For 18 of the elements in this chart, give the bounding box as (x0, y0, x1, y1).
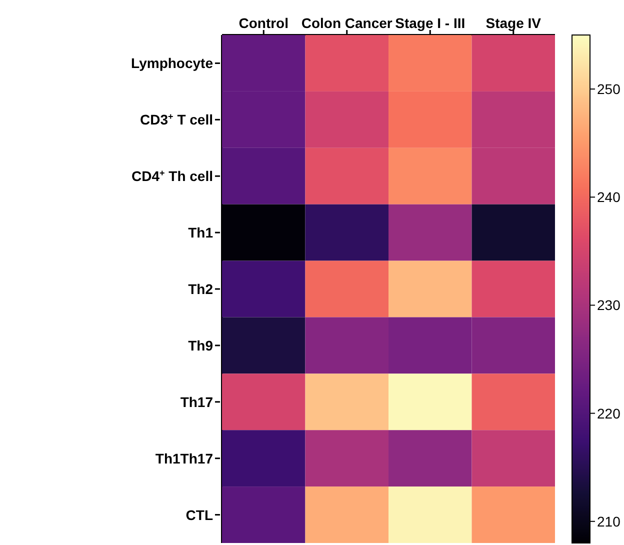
x-tick-label: Colon Cancer (301, 15, 393, 31)
y-tick-label: Th17 (180, 394, 214, 410)
y-tick-label: CD4$^{+}$ Th cell (131, 168, 213, 184)
color-bar-label: 230 (597, 297, 621, 314)
y-tick-label: Lymphocyte (131, 55, 214, 72)
color-bar-label: 240 (597, 189, 621, 206)
color-bar-label: 250 (597, 81, 621, 98)
y-tick-label: Th1Th17 (155, 450, 214, 466)
x-tick-label: Stage IV (486, 15, 542, 31)
y-tick-label: CD3$^{+}$ T cell (140, 112, 213, 128)
y-tick-label: CTL (186, 506, 214, 523)
y-tick-label: Th2 (188, 281, 214, 297)
color-bar-label: 220 (597, 405, 621, 422)
x-tick-label: Stage I - III (395, 15, 466, 31)
y-tick-label: Th9 (188, 337, 214, 354)
x-tick-label: Control (238, 15, 289, 31)
color-bar-label: 210 (597, 513, 621, 530)
y-tick-label: Th1 (188, 224, 214, 241)
